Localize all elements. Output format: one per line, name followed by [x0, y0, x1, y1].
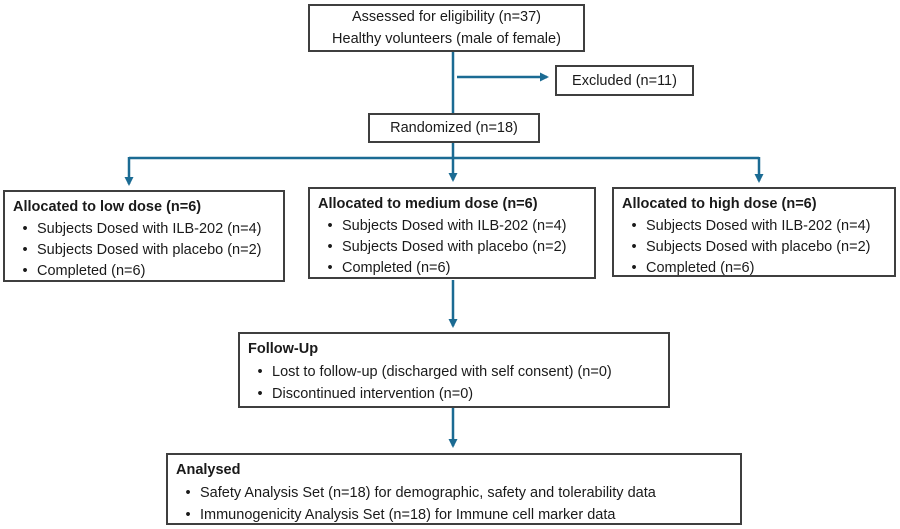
eligibility-line-2: Healthy volunteers (male of female)	[332, 31, 561, 47]
medium-dose-title: Allocated to medium dose (n=6)	[318, 196, 538, 212]
list-item: • Subjects Dosed with ILB-202 (n=4)	[622, 216, 886, 237]
high-dose-title: Allocated to high dose (n=6)	[622, 196, 817, 212]
randomized-label: Randomized (n=18)	[390, 120, 518, 136]
list-item-text: Completed (n=6)	[646, 260, 755, 276]
eligibility-box: Assessed for eligibility (n=37) Healthy …	[308, 4, 585, 52]
bullet-icon: •	[185, 507, 191, 523]
list-item-text: Completed (n=6)	[342, 260, 451, 276]
bullet-icon: •	[327, 218, 333, 234]
excluded-label: Excluded (n=11)	[572, 72, 677, 89]
list-item: • Discontinued intervention (n=0)	[248, 383, 660, 405]
analysed-title: Analysed	[176, 462, 241, 478]
bullet-icon: •	[257, 364, 263, 380]
follow-up-box: Follow-Up • Lost to follow-up (discharge…	[238, 332, 670, 408]
list-item-text: Subjects Dosed with placebo (n=2)	[342, 239, 567, 255]
low-dose-title: Allocated to low dose (n=6)	[13, 199, 202, 215]
list-item-text: Subjects Dosed with ILB-202 (n=4)	[646, 218, 871, 234]
bullet-icon: •	[22, 263, 28, 279]
list-item-text: Lost to follow-up (discharged with self …	[272, 364, 612, 380]
list-item-text: Immunogenicity Analysis Set (n=18) for I…	[200, 507, 616, 523]
follow-up-title: Follow-Up	[248, 341, 319, 357]
list-item-text: Completed (n=6)	[37, 263, 146, 279]
list-item-text: Discontinued intervention (n=0)	[272, 386, 474, 402]
list-item: • Lost to follow-up (discharged with sel…	[248, 361, 660, 383]
excluded-box: Excluded (n=11)	[555, 65, 694, 96]
bullet-icon: •	[22, 242, 28, 258]
high-dose-box: Allocated to high dose (n=6) • Subjects …	[612, 187, 896, 277]
bullet-icon: •	[631, 218, 637, 234]
list-item-text: Subjects Dosed with placebo (n=2)	[37, 242, 262, 258]
list-item: • Safety Analysis Set (n=18) for demogra…	[176, 482, 732, 504]
list-item-text: Subjects Dosed with placebo (n=2)	[646, 239, 871, 255]
randomized-box: Randomized (n=18)	[368, 113, 540, 143]
list-item: • Completed (n=6)	[318, 258, 586, 279]
list-item-text: Subjects Dosed with ILB-202 (n=4)	[37, 221, 262, 237]
list-item: • Completed (n=6)	[13, 261, 275, 282]
low-dose-box: Allocated to low dose (n=6) • Subjects D…	[3, 190, 285, 282]
list-item: • Immunogenicity Analysis Set (n=18) for…	[176, 504, 732, 526]
list-item: • Completed (n=6)	[622, 258, 886, 279]
medium-dose-box: Allocated to medium dose (n=6) • Subject…	[308, 187, 596, 279]
bullet-icon: •	[327, 239, 333, 255]
eligibility-line-1: Assessed for eligibility (n=37)	[352, 9, 541, 25]
list-item: • Subjects Dosed with ILB-202 (n=4)	[318, 216, 586, 237]
list-item: • Subjects Dosed with ILB-202 (n=4)	[13, 219, 275, 240]
list-item-text: Safety Analysis Set (n=18) for demograph…	[200, 485, 656, 501]
list-item: • Subjects Dosed with placebo (n=2)	[318, 237, 586, 258]
list-item: • Subjects Dosed with placebo (n=2)	[622, 237, 886, 258]
bullet-icon: •	[631, 239, 637, 255]
bullet-icon: •	[22, 221, 28, 237]
bullet-icon: •	[185, 485, 191, 501]
bullet-icon: •	[327, 260, 333, 276]
list-item-text: Subjects Dosed with ILB-202 (n=4)	[342, 218, 567, 234]
bullet-icon: •	[631, 260, 637, 276]
bullet-icon: •	[257, 386, 263, 402]
list-item: • Subjects Dosed with placebo (n=2)	[13, 240, 275, 261]
analysed-box: Analysed • Safety Analysis Set (n=18) fo…	[166, 453, 742, 525]
